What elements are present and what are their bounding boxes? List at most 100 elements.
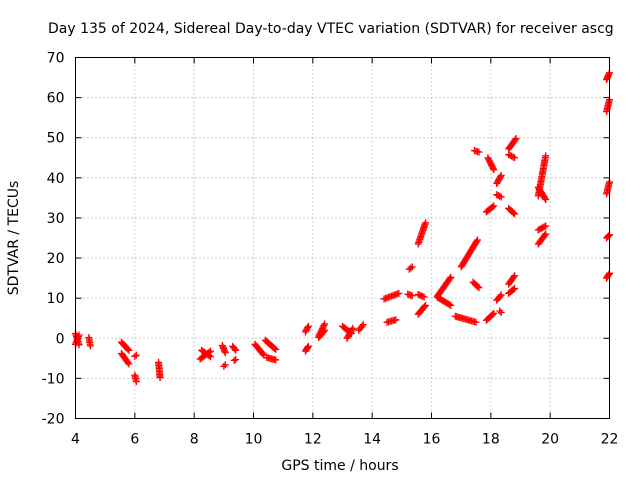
data-point: [408, 263, 416, 271]
data-point: [232, 346, 240, 354]
data-point: [487, 160, 495, 168]
data-point: [511, 154, 519, 162]
data-point: [489, 164, 497, 172]
x-tick-label: 4: [71, 432, 80, 448]
data-point: [445, 301, 453, 309]
y-tick-label: -10: [42, 371, 65, 387]
data-point: [489, 311, 497, 319]
data-point: [497, 193, 505, 201]
data-point: [509, 209, 517, 217]
data-point: [497, 171, 505, 179]
data-point: [408, 292, 416, 300]
data-point: [540, 223, 548, 231]
chart-title: Day 135 of 2024, Sidereal Day-to-day VTE…: [48, 21, 614, 37]
data-point: [422, 301, 430, 309]
data-point: [125, 360, 133, 368]
data-point: [511, 285, 519, 293]
data-point: [472, 318, 480, 326]
data-point: [259, 350, 267, 358]
data-point: [475, 148, 483, 156]
y-tick-label: 50: [47, 131, 65, 147]
data-point: [485, 155, 493, 163]
y-tick-label: 30: [47, 211, 65, 227]
y-tick-label: 0: [56, 331, 65, 347]
data-point: [407, 264, 415, 272]
data-point: [447, 273, 455, 281]
x-tick-label: 6: [130, 432, 139, 448]
data-point: [475, 284, 483, 292]
data-point: [304, 324, 312, 332]
data-point: [496, 292, 504, 300]
data-point: [392, 316, 400, 324]
data-point: [488, 161, 496, 169]
data-point: [320, 327, 328, 335]
data-point: [321, 320, 329, 328]
x-axis-label: GPS time / hours: [281, 458, 398, 474]
data-point: [490, 309, 498, 317]
x-tick-label: 16: [423, 432, 441, 448]
data-point: [511, 272, 519, 280]
data-point: [541, 231, 549, 239]
data-point: [541, 194, 549, 202]
data-point: [232, 356, 240, 364]
data-point: [205, 352, 213, 360]
data-point: [125, 346, 133, 354]
data-point: [420, 293, 428, 301]
data-point: [124, 359, 132, 367]
data-point: [542, 195, 550, 203]
data-point: [75, 331, 83, 339]
data-point: [490, 202, 498, 210]
plot-frame: [75, 57, 610, 419]
data-point: [272, 346, 280, 354]
data-point: [485, 157, 493, 165]
x-tick-label: 10: [245, 432, 263, 448]
data-point: [488, 163, 496, 171]
data-point: [474, 283, 482, 291]
data-point: [511, 210, 519, 218]
data-point: [132, 378, 140, 386]
data-point: [86, 342, 94, 350]
data-point: [473, 236, 481, 244]
data-point: [230, 356, 238, 364]
data-point: [132, 351, 140, 359]
x-tick-label: 22: [601, 432, 619, 448]
x-tick-label: 8: [190, 432, 199, 448]
data-point: [605, 271, 613, 279]
x-tick-label: 12: [304, 432, 322, 448]
y-tick-label: 20: [47, 251, 65, 267]
data-point: [496, 192, 504, 200]
data-point: [231, 345, 239, 353]
y-tick-label: 70: [47, 51, 65, 67]
y-tick-label: 10: [47, 291, 65, 307]
data-point: [605, 232, 613, 240]
x-tick-label: 20: [541, 432, 559, 448]
data-points: [72, 69, 613, 386]
y-tick-label: 40: [47, 171, 65, 187]
data-point: [490, 166, 498, 174]
data-point: [422, 219, 430, 227]
data-point: [473, 237, 481, 245]
data-point: [489, 203, 497, 211]
y-tick-label: -20: [42, 412, 65, 428]
data-point: [512, 135, 520, 143]
data-point: [321, 326, 329, 334]
data-point: [320, 321, 328, 329]
data-point: [447, 301, 455, 309]
data-point: [348, 326, 356, 334]
data-point: [484, 154, 492, 162]
data-point: [124, 345, 132, 353]
data-point: [509, 153, 517, 161]
data-point: [511, 136, 519, 144]
data-point: [497, 291, 505, 299]
data-point: [542, 222, 550, 230]
data-point: [395, 289, 403, 297]
data-point: [304, 344, 312, 352]
data-point: [220, 362, 228, 370]
data-point: [497, 309, 505, 317]
data-point: [131, 352, 139, 360]
x-tick-label: 18: [482, 432, 500, 448]
data-point: [542, 230, 550, 238]
data-point: [359, 321, 367, 329]
data-point: [542, 152, 550, 160]
data-point: [206, 353, 214, 361]
